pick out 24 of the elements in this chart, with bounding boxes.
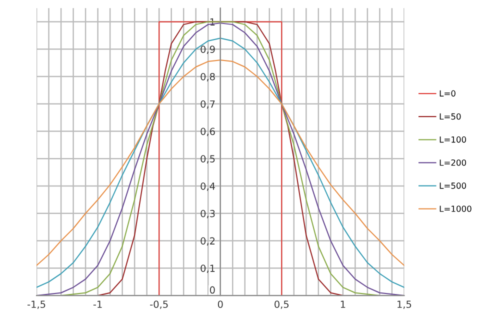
y-tick-label: 0,3 [200, 210, 215, 218]
y-tick-label: 0,4 [200, 182, 215, 191]
line-series [36, 60, 404, 266]
x-tick-label: -1,5 [28, 300, 46, 309]
x-tick-label: 1 [340, 300, 346, 308]
y-tick-label: 0,6 [200, 128, 215, 136]
legend-label: L=50 [440, 113, 461, 120]
x-tick-label: -0,5 [150, 300, 168, 309]
y-tick-label: 0,2 [200, 237, 215, 246]
legend-label: L=500 [440, 182, 466, 189]
legend-label: L=1000 [440, 206, 472, 212]
x-tick-label: -1 [93, 300, 102, 308]
legend-label: L=0 [440, 90, 456, 97]
legend-label: L=100 [440, 136, 466, 143]
y-tick-label: 0,1 [200, 264, 215, 273]
y-tick-label: 0,5 [200, 155, 215, 164]
y-tick-label: 0,8 [200, 73, 215, 82]
x-tick-label: 0 [218, 300, 223, 308]
y-tick-label: 0,7 [200, 100, 215, 109]
legend-label: L=200 [440, 159, 466, 166]
y-tick-label: 0,9 [200, 46, 215, 54]
x-tick-label: 1,5 [398, 300, 412, 309]
y-tick-label: 0 [210, 286, 215, 294]
x-tick-label: 0,5 [274, 300, 289, 309]
